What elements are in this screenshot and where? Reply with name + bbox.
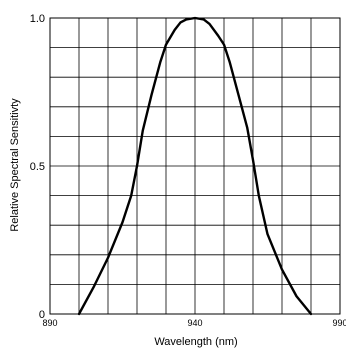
y-tick-labels: 0 0.5 1.0 <box>30 13 45 321</box>
x-tick-label: 940 <box>187 318 202 328</box>
x-tick-labels: 890 940 990 <box>42 318 346 328</box>
y-axis-label: Relative Spectral Sensitivty <box>9 98 21 232</box>
x-tick-label: 890 <box>42 318 57 328</box>
y-tick-label: 1.0 <box>30 13 45 25</box>
grid <box>50 18 340 314</box>
x-axis-label: Wavelength (nm) <box>154 336 237 348</box>
y-tick-label: 0 <box>39 309 45 321</box>
x-tick-label: 990 <box>332 318 346 328</box>
y-tick-label: 0.5 <box>30 161 45 173</box>
series-line <box>77 16 313 316</box>
